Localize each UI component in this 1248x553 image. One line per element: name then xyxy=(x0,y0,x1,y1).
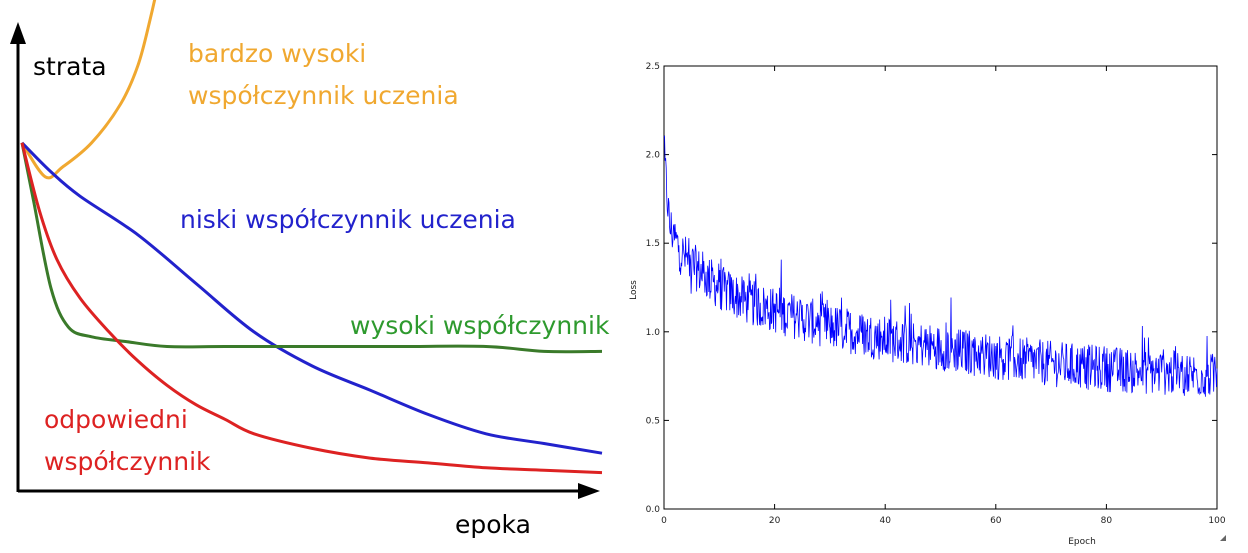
y-axis-arrow xyxy=(10,22,26,44)
x-tick-label: 100 xyxy=(1208,516,1225,526)
y-tick-label: 0.5 xyxy=(646,416,660,426)
series-label-good-lr: odpowiedni współczynnik xyxy=(44,405,211,476)
series-line-3 xyxy=(20,142,603,475)
x-tick-label: 80 xyxy=(1101,516,1113,526)
series-line-2 xyxy=(20,142,603,354)
series-label-line: niski współczynnik uczenia xyxy=(180,205,516,234)
series-label-line: współczynnik uczenia xyxy=(188,81,459,110)
series-label-line: wysoki współczynnik xyxy=(350,311,610,340)
loss-series-line xyxy=(663,135,1218,397)
plot-area xyxy=(663,65,1218,510)
x-axis-arrow xyxy=(578,483,600,499)
series-label-low-lr: niski współczynnik uczenia xyxy=(180,205,516,234)
y-axis-label: Loss xyxy=(629,280,639,300)
loss-plot: 0 20 40 60 80 100 0.0 0.5 1.0 1.5 2.0 2.5 Epoch Los… xyxy=(629,62,1226,547)
y-tick-label: 2.0 xyxy=(646,151,661,161)
y-tick-label: 1.0 xyxy=(646,328,661,338)
x-axis-label: Epoch xyxy=(1068,537,1096,547)
x-tick-label: 40 xyxy=(879,516,891,526)
tick-marks xyxy=(663,65,1218,510)
series-lines xyxy=(20,0,603,475)
series-label-high-lr: wysoki współczynnik xyxy=(350,311,610,340)
x-tick-label: 20 xyxy=(769,516,781,526)
series-line-1 xyxy=(20,141,603,455)
series-label-very-high-lr: bardzo wysoki współczynnik uczenia xyxy=(188,39,459,110)
x-tick-label: 60 xyxy=(990,516,1002,526)
tick-labels: 0 20 40 60 80 100 0.0 0.5 1.0 1.5 2.0 2.5 xyxy=(646,62,1226,526)
learning-rate-chart: strata epoka bardzo wysoki współczynnik … xyxy=(10,0,610,539)
series-label-line: bardzo wysoki xyxy=(188,39,366,68)
series-label-line: współczynnik xyxy=(44,447,211,476)
resize-grip-icon xyxy=(1220,535,1226,541)
y-axis-label: strata xyxy=(33,52,107,81)
y-tick-label: 2.5 xyxy=(646,62,660,72)
series-line-0 xyxy=(20,0,157,180)
y-tick-label: 1.5 xyxy=(646,239,660,249)
series-label-line: odpowiedni xyxy=(44,405,188,434)
y-tick-label: 0.0 xyxy=(646,505,661,515)
x-axis-label: epoka xyxy=(455,510,531,539)
x-tick-label: 0 xyxy=(661,516,667,526)
